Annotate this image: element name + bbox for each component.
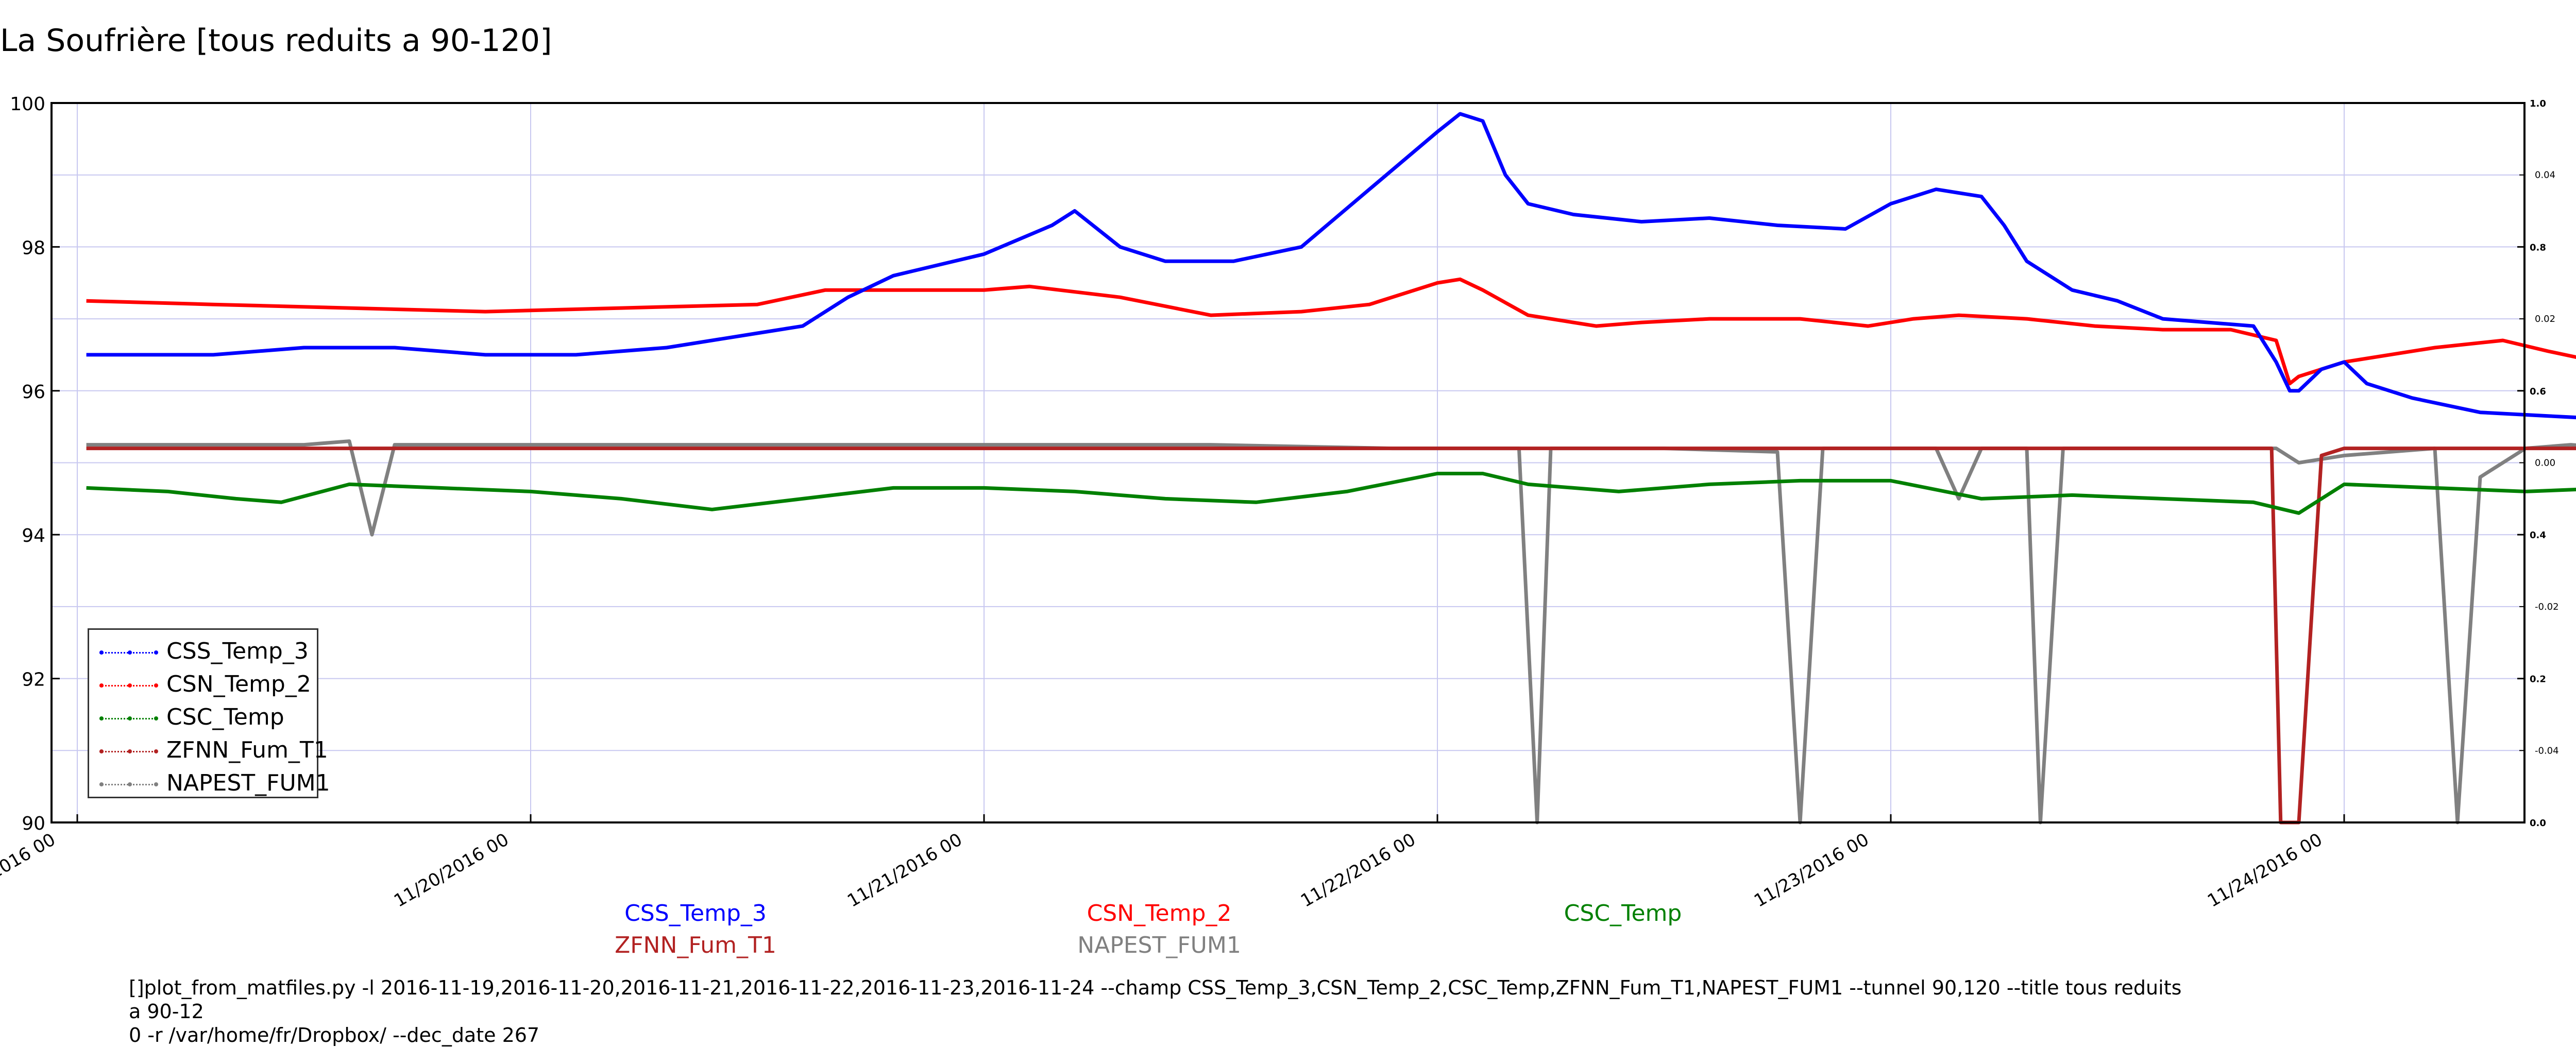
legend-marker (154, 749, 158, 753)
y2-tick-label-secondary: -0.02 (2535, 602, 2559, 612)
y2-tick-label-secondary: 0.02 (2535, 314, 2555, 324)
x-tick-label: 11/23/2016 00 (1751, 829, 1873, 912)
legend: CSS_Temp_3 CSN_Temp_2 CSC_Temp ZFNN_Fum_T1 N… (88, 628, 330, 801)
legend-marker (128, 650, 132, 655)
legend-label: CSN_Temp_2 (166, 671, 311, 697)
y2-tick-label: 0.2 (2530, 674, 2546, 685)
x-tick-label: 11/21/2016 00 (844, 829, 966, 912)
legend-label: ZFNN_Fum_T1 (166, 737, 328, 763)
y-tick-label: 94 (22, 525, 45, 546)
y2-tick-label: 0.0 (2530, 818, 2546, 829)
y2-tick-label-secondary: -0.04 (2535, 745, 2559, 756)
x-tick-label: 11/22/2016 00 (1297, 829, 1419, 912)
legend-marker (128, 782, 132, 786)
x-axis-ticks: 11/19/2016 00 11/20/2016 00 11/21/2016 00 1… (0, 814, 2345, 912)
legend-label: CSS_Temp_3 (166, 638, 309, 664)
series-name-css-temp-3: CSS_Temp_3 (624, 900, 767, 926)
y-tick-label: 90 (22, 813, 45, 834)
legend-marker (99, 749, 104, 753)
x-tick-label: 11/19/2016 00 (0, 829, 59, 912)
y-tick-label: 96 (22, 382, 45, 403)
legend-marker (154, 782, 158, 786)
y2-tick-label: 0.8 (2530, 242, 2546, 253)
y2-tick-label: 1.0 (2530, 98, 2546, 109)
legend-item: CSN_Temp_2 (89, 669, 316, 702)
y-tick-label: 98 (22, 237, 45, 259)
y-tick-label: 92 (22, 670, 45, 691)
legend-marker (128, 749, 132, 753)
y2-tick-label: 0.6 (2530, 386, 2546, 397)
series-line-csn-temp-2 (86, 277, 2576, 386)
series-line-zfnn-fum-t1 (86, 447, 2576, 825)
series-line-csc-temp (86, 472, 2576, 515)
y2-tick-label-secondary: 0.00 (2535, 458, 2555, 469)
legend-marker (99, 716, 104, 720)
legend-item: ZFNN_Fum_T1 (89, 735, 328, 768)
y-axis-ticks: 90 92 94 96 98 100 (10, 94, 60, 834)
chart-title: La Soufrière [tous reduits a 90-120] (0, 23, 552, 59)
grid-lines (52, 103, 2524, 822)
series-line-css-temp-3 (86, 112, 2576, 420)
series-name-csc-temp: CSC_Temp (1564, 900, 1682, 926)
series-name-napest-fum1: NAPEST_FUM1 (1077, 932, 1241, 958)
legend-marker (154, 716, 158, 720)
legend-marker (154, 683, 158, 688)
x-tick-label: 11/24/2016 00 (2204, 829, 2326, 912)
legend-marker (99, 683, 104, 688)
series-layer (86, 112, 2576, 825)
x-tick-label: 11/20/2016 00 (391, 829, 513, 912)
y2-tick-label: 0.4 (2530, 530, 2546, 541)
y2-tick-label-secondary: 0.04 (2535, 170, 2555, 181)
legend-item: CSC_Temp (89, 702, 316, 735)
command-line-text: []plot_from_matfiles.py -l 2016-11-19,20… (129, 976, 2182, 1046)
legend-label: CSC_Temp (166, 704, 284, 730)
legend-item: NAPEST_FUM1 (89, 768, 330, 801)
legend-item: CSS_Temp_3 (89, 636, 316, 669)
legend-marker (128, 716, 132, 720)
legend-marker (128, 683, 132, 688)
series-name-csn-temp-2: CSN_Temp_2 (1087, 900, 1232, 926)
legend-marker (154, 650, 158, 655)
y-tick-label: 100 (10, 94, 45, 115)
legend-marker (99, 650, 104, 655)
legend-marker (99, 782, 104, 786)
legend-label: NAPEST_FUM1 (166, 770, 330, 796)
series-line-napest-fum1 (86, 439, 2576, 825)
series-name-zfnn-fum-t1: ZFNN_Fum_T1 (615, 932, 776, 958)
y2-axis-ticks: 0.0 0.2 0.4 0.6 0.8 1.0 -0.04 -0.02 0.00 0.02 0.04 (2517, 98, 2559, 829)
